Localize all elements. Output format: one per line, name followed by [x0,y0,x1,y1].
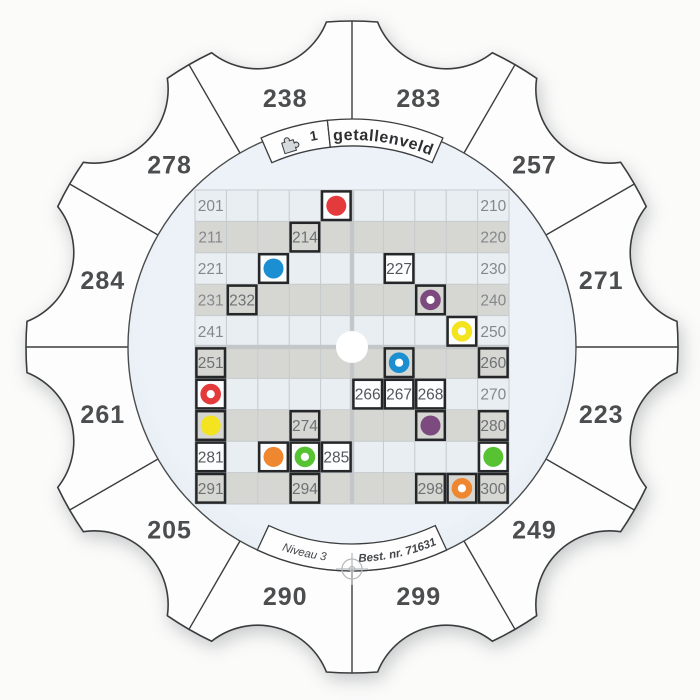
grid-cell-number-270[interactable]: 270 [480,387,506,404]
grid-cell-number-291[interactable]: 291 [198,481,224,498]
grid-cell-number-274[interactable]: 274 [292,418,318,435]
grid-cell-outlined-280[interactable] [477,409,509,442]
marker-green-ring[interactable] [294,446,316,468]
sector-divider-line [188,64,241,154]
outer-number-257[interactable]: 257 [512,152,557,180]
marker-orange-dot[interactable] [263,446,284,467]
marker-yellow-dot[interactable] [200,415,221,436]
grid-cell-number-280[interactable]: 280 [480,418,506,435]
grid-cell-number-285[interactable]: 285 [323,449,349,466]
grid-cell-number-260[interactable]: 260 [480,355,506,372]
outer-number-238[interactable]: 238 [263,85,308,113]
grid-cell-outlined-266[interactable] [352,378,384,410]
number-grid: 201 210 211 214 220 221 227 230 231 232 240 241 250 2… [194,189,510,505]
grid-cell-number-240[interactable]: 240 [480,292,506,309]
banner-series-number: 1 [309,128,320,144]
grid-cell-outlined-267[interactable] [383,378,415,410]
grid-cell-outlined-214[interactable] [289,221,321,253]
grid-cell-outlined-291[interactable] [195,472,227,504]
marker-red-ring[interactable] [200,383,221,405]
banner-title-box [326,118,444,164]
outer-ring-numbers: 283 257 271 223 249 299 290 205 261 284 278 238 [80,85,624,611]
sector-divider-line [545,458,635,511]
grid-cell-number-241[interactable]: 241 [198,324,224,341]
outer-number-261[interactable]: 261 [80,401,125,429]
puzzle-icon [281,137,300,155]
sector-divider-line [69,183,159,236]
grid-cell-number-294[interactable]: 294 [292,481,318,498]
marker-green-dot[interactable] [483,446,504,467]
grid-cell-number-211[interactable]: 211 [198,230,223,247]
grid-cell-number-227[interactable]: 227 [386,261,412,278]
grid-cell-number-230[interactable]: 230 [480,261,506,278]
sector-divider-lines [26,21,678,673]
grid-cell-number-268[interactable]: 268 [418,387,444,404]
marker-blue-ring[interactable] [388,352,410,373]
marker-purple-ring[interactable] [420,289,441,311]
grid-cell-number-300[interactable]: 300 [480,481,506,498]
grid-cell-number-231[interactable]: 231 [198,292,224,309]
grid-cell-number-201[interactable]: 201 [198,198,224,215]
marker-red-dot[interactable] [326,195,347,216]
outer-number-271[interactable]: 271 [579,267,624,295]
grid-cell-outlined-300[interactable] [477,472,509,504]
grid-cell-outlined-285[interactable] [320,441,352,473]
puzzle-icon-group [281,137,300,155]
grid-cell-number-221[interactable]: 221 [198,261,224,278]
bottom-band [256,524,448,572]
sector-divider-line [463,64,516,154]
sector-divider-line [188,540,241,630]
outer-number-284[interactable]: 284 [80,267,125,295]
grid-cell-number-220[interactable]: 220 [480,230,506,247]
grid-cell-number-214[interactable]: 214 [292,230,318,247]
grid-cell-outlined-294[interactable] [289,472,321,504]
marker-blue-dot[interactable] [263,258,284,279]
gear-wheel: 283 257 271 223 249 299 290 205 261 284 278 238 201… [25,20,679,674]
grid-cell-outlined-260[interactable] [477,347,509,379]
grid-cell-outlined-227[interactable] [383,252,415,285]
marker-purple-dot[interactable] [420,415,441,436]
outer-number-223[interactable]: 223 [579,401,624,429]
grid-cell-number-281[interactable]: 281 [198,449,224,466]
sector-divider-line [69,458,159,511]
sector-divider-line [463,540,516,630]
grid-cell-outlined-281[interactable] [195,441,227,473]
outer-number-278[interactable]: 278 [147,152,192,180]
grid-cell-outlined-268[interactable] [414,378,447,410]
grid-cell-number-250[interactable]: 250 [480,324,506,341]
grid-cell-outlined-274[interactable] [289,409,321,442]
pivot-dot [336,331,368,363]
grid-cell-outlined-251[interactable] [195,347,227,379]
outer-number-290[interactable]: 290 [263,583,308,611]
grid-cell-number-298[interactable]: 298 [418,481,444,498]
marker-yellow-ring[interactable] [451,320,473,342]
outer-number-205[interactable]: 205 [147,516,192,544]
grid-cell-number-251[interactable]: 251 [198,355,224,372]
grid-cell-number-267[interactable]: 267 [386,387,412,404]
grid-cell-number-266[interactable]: 266 [355,387,381,404]
grid-cell-number-232[interactable]: 232 [229,292,255,309]
outer-number-249[interactable]: 249 [512,516,557,544]
grid-cell-outlined-298[interactable] [414,472,447,504]
grid-cell-number-210[interactable]: 210 [480,198,506,215]
grid-cell-outlined-232[interactable] [226,284,258,316]
outer-number-299[interactable]: 299 [396,583,441,611]
sector-divider-line [545,183,635,236]
outer-number-283[interactable]: 283 [396,85,441,113]
marker-orange-ring[interactable] [451,477,473,499]
registration-crosshair-icon [336,553,368,585]
